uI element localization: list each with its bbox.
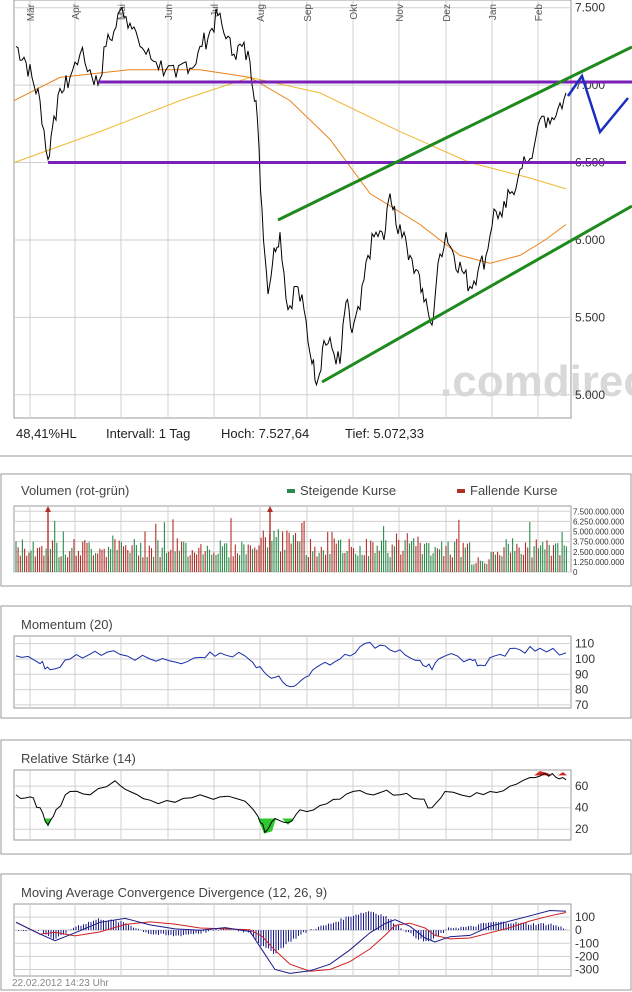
trend-channel-upper [277,45,632,222]
moving-average-200 [13,76,567,190]
volume-tick-label: 6.250.000.000 [573,517,625,526]
legend-up-swatch [287,489,295,493]
month-label: Dez [442,4,453,22]
legend-down-label: Fallende Kurse [470,483,557,498]
momentum-plot-frame [13,635,572,709]
rsi-panel: Relative Stärke (14) 60 40 20 [0,739,632,855]
macd-plot-frame [13,903,572,977]
rsi-oversold-fill [282,818,294,825]
macd-title: Moving Average Convergence Divergence (1… [21,885,327,900]
legend-down-swatch [457,489,465,493]
momentum-tick-label: 100 [575,652,595,666]
price-tick-label: 6.000 [575,233,605,247]
rsi-title: Relative Stärke (14) [21,751,136,766]
month-label: Mär [26,3,37,21]
volume-bars [15,506,567,572]
momentum-grid [14,636,571,708]
macd-tick-label: -200 [575,949,599,963]
macd-tick-label: -300 [575,962,599,976]
volume-grid [14,506,571,573]
rsi-tick-label: 40 [575,801,589,815]
volume-tick-label: 7.500.000.000 [573,507,625,516]
month-label: Feb [534,4,545,22]
month-label: Apr [71,3,82,19]
high-label: Hoch: 7.527,64 [221,426,309,441]
volume-tick-label: 2.500.000.000 [573,548,625,557]
momentum-line [15,641,567,688]
volume-tick-label: 5.000.000.000 [573,528,625,537]
month-label: Okt [349,4,360,20]
interval-label: Intervall: 1 Tag [106,426,190,441]
rsi-overbought-fill [534,771,552,776]
momentum-tick-label: 70 [575,698,589,712]
timestamp: 22.02.2012 14:23 Uhr [12,978,109,989]
rsi-tick-label: 20 [575,822,589,836]
momentum-tick-label: 110 [575,637,594,651]
volume-peak-arrow [267,506,273,512]
month-label: Jan [488,4,499,20]
momentum-tick-label: 90 [575,667,589,681]
price-tick-label: 5.500 [575,310,605,324]
momentum-tick-label: 80 [575,683,589,697]
macd-tick-label: -100 [575,936,599,950]
rsi-tick-label: 60 [575,779,589,793]
rsi-overbought-fill [558,772,567,776]
rsi-line [15,772,567,834]
forecast-zigzag [566,73,629,135]
macd-signal-line [15,912,567,972]
month-label: Nov [395,4,406,22]
rsi-y-axis: 60 40 20 [575,779,589,836]
hl-percent: 48,41%HL [16,426,77,441]
month-label: Jun [164,4,175,20]
price-tick-label: 5.000 [575,388,605,402]
low-label: Tief: 5.072,33 [345,426,424,441]
macd-tick-label: 0 [575,923,582,937]
volume-tick-label: 3.750.000.000 [573,538,625,547]
momentum-title: Momentum (20) [21,617,113,632]
month-label: Aug [256,4,267,22]
volume-peak-arrow [45,506,51,512]
macd-line [15,909,567,974]
month-label: Sep [303,4,314,22]
moving-average-38 [13,69,567,264]
watermark: .comdirect [440,357,632,406]
trend-channel-lower [321,204,632,384]
price-grid [14,0,571,418]
volume-tick-label: 1.250.000.000 [573,558,625,567]
rsi-plot-frame [13,769,572,841]
volume-title: Volumen (rot-grün) [21,483,129,498]
price-panel: .comdirect 7.5007.0006.5006.0005.5005.00… [0,0,632,457]
price-series-line [15,6,567,387]
macd-panel: Moving Average Convergence Divergence (1… [0,873,632,991]
price-tick-label: 7.500 [575,1,605,15]
volume-panel: Volumen (rot-grün) Steigende Kurse Falle… [0,473,632,587]
macd-grid [14,904,571,976]
price-plot-frame [13,0,572,419]
macd-tick-label: 100 [575,910,595,924]
volume-tick-label: 0 [573,568,578,577]
legend-up-label: Steigende Kurse [300,483,396,498]
